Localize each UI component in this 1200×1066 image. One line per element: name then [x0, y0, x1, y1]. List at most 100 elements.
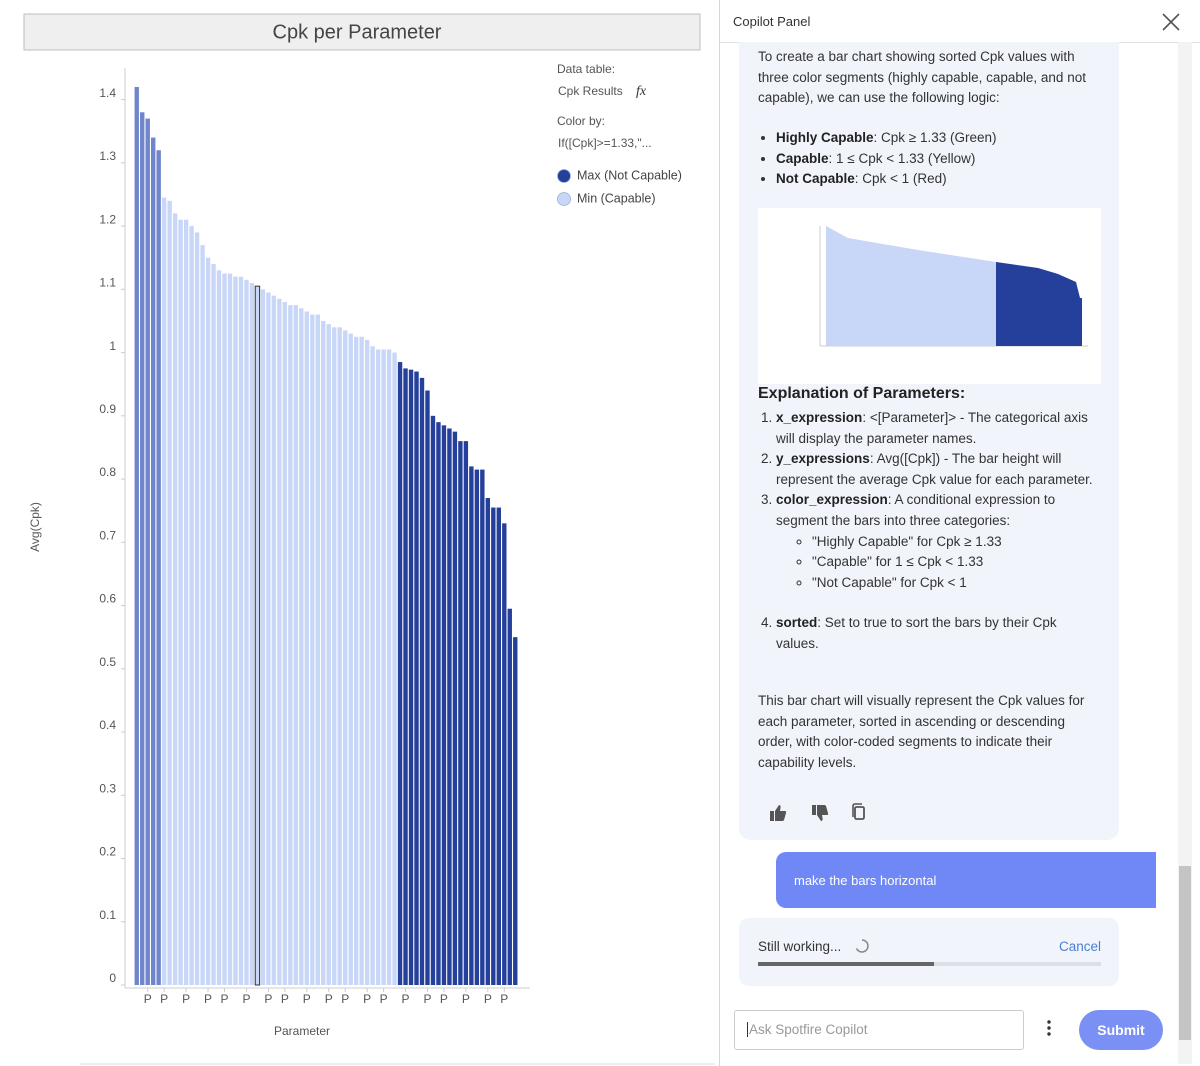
- sub-item: "Not Capable" for Cpk < 1: [812, 573, 1102, 594]
- step: color_expression: A conditional expressi…: [776, 490, 1102, 613]
- x-tick-label: P: [500, 992, 508, 1006]
- bar: [337, 327, 342, 985]
- y-tick-label: 1.3: [99, 149, 116, 163]
- bar: [140, 112, 145, 985]
- bar: [469, 466, 474, 986]
- bar: [480, 469, 485, 985]
- y-tick-label: 1.1: [99, 276, 116, 290]
- bar: [315, 314, 320, 986]
- scrollbar[interactable]: [1178, 42, 1192, 1064]
- panel-title: Copilot Panel: [733, 14, 811, 29]
- chart: Cpk per Parameter Avg(Cpk) Parameter Dat…: [23, 13, 715, 1065]
- bar: [491, 507, 496, 985]
- bar: [161, 197, 167, 985]
- close-button[interactable]: [1161, 12, 1181, 32]
- bullet-text: : 1 ≤ Cpk < 1.33 (Yellow): [828, 150, 976, 166]
- sub-item: "Capable" for 1 ≤ Cpk < 1.33: [812, 552, 1102, 573]
- x-tick-label: P: [462, 992, 470, 1006]
- bar: [502, 523, 507, 985]
- bar: [343, 330, 348, 985]
- spinner: [855, 939, 869, 953]
- x-tick-label: P: [182, 992, 190, 1006]
- bar: [386, 349, 392, 985]
- bar: [474, 469, 480, 985]
- bar: [458, 441, 463, 985]
- bullet-text: : Cpk < 1 (Red): [854, 171, 947, 187]
- progress-fill: [758, 962, 934, 966]
- bar: [310, 314, 315, 986]
- bar: [194, 232, 200, 985]
- step-list: x_expression: <[Parameter]> - The catego…: [740, 408, 1102, 655]
- x-axis-title: Parameter: [274, 1024, 330, 1038]
- step-label: color_expression: [776, 492, 888, 508]
- bar: [485, 498, 491, 985]
- bar: [178, 219, 183, 986]
- step: x_expression: <[Parameter]> - The catego…: [776, 408, 1102, 449]
- x-tick-label: P: [440, 992, 448, 1006]
- bar: [441, 425, 447, 985]
- x-tick-label: P: [325, 992, 333, 1006]
- bar: [293, 305, 299, 986]
- bar: [254, 285, 261, 986]
- bar: [513, 637, 518, 985]
- legend-label: Max (Not Capable): [577, 168, 682, 182]
- x-tick-label: P: [341, 992, 349, 1006]
- copy-icon[interactable]: [852, 803, 865, 820]
- step-label: sorted: [776, 615, 818, 631]
- bullet: Highly Capable: Cpk ≥ 1.33 (Green): [776, 128, 1100, 149]
- bullet-label: Highly Capable: [776, 130, 874, 145]
- bullet: Not Capable: Cpk < 1 (Red): [776, 169, 1100, 190]
- x-tick-label: P: [402, 992, 410, 1006]
- x-tick-label: P: [303, 992, 311, 1006]
- thumbs-up[interactable]: [770, 805, 787, 821]
- y-axis-title: Avg(Cpk): [28, 502, 42, 552]
- y-tick-label: 0.4: [99, 718, 116, 732]
- y-tick-label: 0.5: [99, 655, 116, 669]
- y-tick-label: 1.4: [99, 86, 116, 100]
- title-bar: [23, 13, 701, 51]
- bar: [271, 295, 277, 986]
- bar: [211, 264, 216, 985]
- bullet-text: : Cpk ≥ 1.33 (Green): [873, 130, 997, 145]
- sub-item: "Highly Capable" for Cpk ≥ 1.33: [812, 532, 1102, 553]
- bar: [227, 273, 233, 985]
- legend-label: Min (Capable): [577, 191, 656, 205]
- chart-thumbnail: [758, 208, 1101, 384]
- bar: [419, 377, 425, 985]
- bullet-label: Capable: [776, 150, 829, 166]
- cancel-link[interactable]: Cancel: [1059, 939, 1102, 954]
- scroll-thumb[interactable]: [1179, 866, 1191, 1040]
- status-text: Still working...: [758, 939, 842, 954]
- step-label: y_expressions: [776, 451, 870, 467]
- x-tick-label: P: [281, 992, 289, 1006]
- bar: [375, 349, 381, 985]
- x-tick-label: P: [423, 992, 431, 1006]
- input-box[interactable]: [734, 1010, 1024, 1050]
- bar: [288, 305, 293, 986]
- bar: [249, 283, 255, 985]
- bar: [364, 339, 370, 985]
- section-heading: Explanation of Parameters:: [758, 385, 966, 402]
- bar: [414, 371, 419, 986]
- bar: [463, 441, 469, 985]
- y-tick-label: 0.2: [99, 845, 116, 859]
- submit-button[interactable]: Submit: [1079, 1010, 1163, 1050]
- more-menu[interactable]: [1045, 1018, 1053, 1038]
- bar: [238, 276, 244, 986]
- bar: [321, 320, 326, 985]
- chart-title: Cpk per Parameter: [273, 21, 442, 43]
- legend-swatch: [557, 192, 571, 206]
- legend-swatch: [557, 169, 571, 183]
- bullet-label: Not Capable: [776, 171, 855, 187]
- thumbs-down[interactable]: [812, 805, 829, 821]
- bar: [299, 308, 304, 985]
- bar: [172, 213, 178, 985]
- bar: [348, 333, 353, 986]
- x-tick-label: P: [204, 992, 212, 1006]
- bar: [397, 362, 403, 986]
- bar: [496, 507, 501, 985]
- input-placeholder: Ask Spotfire Copilot: [747, 1022, 868, 1037]
- bar: [447, 428, 452, 986]
- fx-icon[interactable]: fx: [636, 84, 647, 99]
